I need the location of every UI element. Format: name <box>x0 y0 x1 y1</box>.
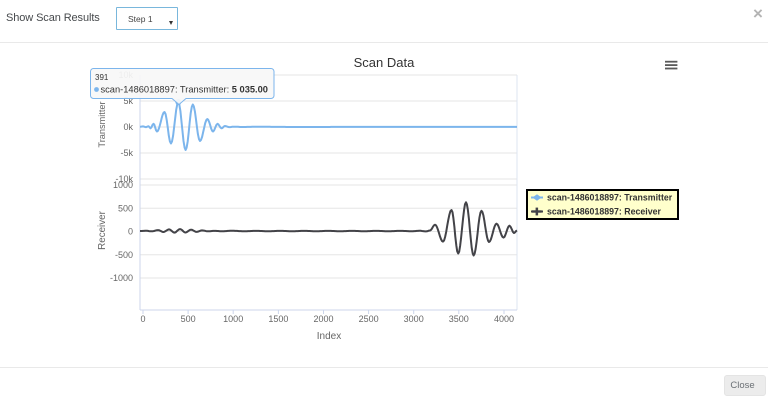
svg-text:3500: 3500 <box>449 314 469 324</box>
svg-text:scan-1486018897: Transmitter: scan-1486018897: Transmitter <box>547 193 673 203</box>
svg-text:3000: 3000 <box>404 314 424 324</box>
svg-text:0: 0 <box>140 314 145 324</box>
svg-text:scan-1486018897: Transmitter:: scan-1486018897: Transmitter: 5 035.00 <box>101 85 268 95</box>
svg-text:0: 0 <box>128 227 133 237</box>
svg-text:500: 500 <box>118 203 133 213</box>
svg-text:Scan Data: Scan Data <box>354 55 415 70</box>
svg-text:391: 391 <box>95 73 109 82</box>
svg-text:-500: -500 <box>115 250 133 260</box>
svg-text:1000: 1000 <box>223 314 243 324</box>
svg-text:Receiver: Receiver <box>97 210 108 249</box>
svg-text:2000: 2000 <box>313 314 333 324</box>
svg-text:1500: 1500 <box>268 314 288 324</box>
svg-text:-5k: -5k <box>120 148 133 158</box>
svg-text:500: 500 <box>181 314 196 324</box>
svg-text:-1000: -1000 <box>110 273 133 283</box>
svg-text:scan-1486018897: Receiver: scan-1486018897: Receiver <box>547 207 662 217</box>
svg-text:2500: 2500 <box>359 314 379 324</box>
svg-text:Transmitter: Transmitter <box>97 101 107 147</box>
svg-text:-10k: -10k <box>115 174 133 184</box>
svg-text:4000: 4000 <box>494 314 514 324</box>
svg-text:1000: 1000 <box>113 180 133 190</box>
svg-text:0k: 0k <box>123 122 133 132</box>
svg-text:5k: 5k <box>123 96 133 106</box>
svg-text:Index: Index <box>317 331 341 342</box>
